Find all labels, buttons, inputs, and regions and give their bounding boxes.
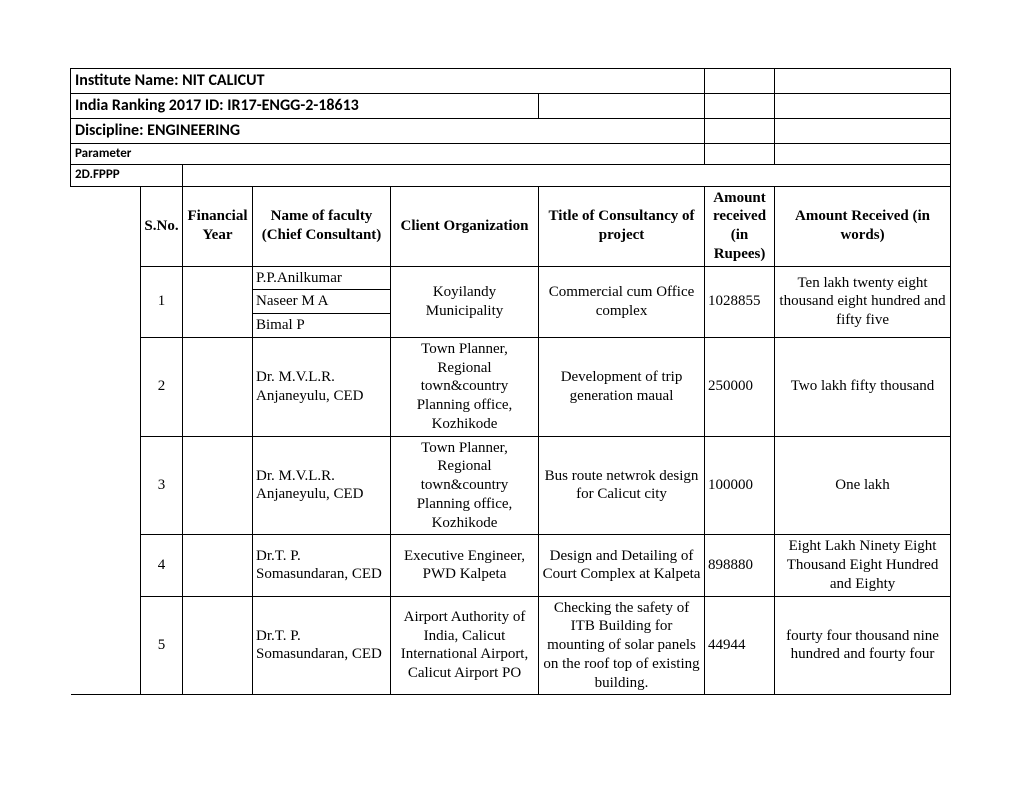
cell-parameter: Parameter — [71, 144, 705, 165]
row-4: 4 Dr.T. P. Somasundaran, CED Executive E… — [71, 535, 951, 596]
main-table: Institute Name: NIT CALICUT India Rankin… — [70, 68, 951, 695]
cell-words: fourty four thousand nine hundred and fo… — [775, 596, 951, 695]
cell-pad — [71, 596, 141, 695]
cell-client: Airport Authority of India, Calicut Inte… — [391, 596, 539, 695]
col-words: Amount Received (in words) — [775, 186, 951, 266]
cell-fy — [183, 535, 253, 596]
cell-client: Town Planner, Regional town&country Plan… — [391, 337, 539, 436]
cell-amount: 898880 — [705, 535, 775, 596]
cell-institute: Institute Name: NIT CALICUT — [71, 69, 705, 94]
cell-empty — [775, 119, 951, 144]
col-sno: S.No. — [141, 186, 183, 266]
row-fppp: 2D.FPPP — [71, 165, 951, 186]
row-parameter: Parameter — [71, 144, 951, 165]
cell-faculty: Dr. M.V.L.R. Anjaneyulu, CED — [253, 436, 391, 535]
cell-fppp: 2D.FPPP — [71, 165, 183, 186]
cell-amount: 1028855 — [705, 266, 775, 337]
cell-pad — [71, 535, 141, 596]
col-title: Title of Consultancy of project — [539, 186, 705, 266]
row-3: 3 Dr. M.V.L.R. Anjaneyulu, CED Town Plan… — [71, 436, 951, 535]
cell-pad — [71, 337, 141, 436]
cell-discipline: Discipline: ENGINEERING — [71, 119, 705, 144]
cell-amount: 44944 — [705, 596, 775, 695]
row-discipline: Discipline: ENGINEERING — [71, 119, 951, 144]
row-institute: Institute Name: NIT CALICUT — [71, 69, 951, 94]
cell-sno: 3 — [141, 436, 183, 535]
cell-fy — [183, 266, 253, 337]
cell-words: Two lakh fifty thousand — [775, 337, 951, 436]
cell-empty — [775, 69, 951, 94]
cell-empty — [775, 94, 951, 119]
cell-empty — [183, 165, 951, 186]
cell-title: Checking the safety of ITB Building for … — [539, 596, 705, 695]
row-5: 5 Dr.T. P. Somasundaran, CED Airport Aut… — [71, 596, 951, 695]
cell-title: Design and Detailing of Court Complex at… — [539, 535, 705, 596]
cell-sno: 4 — [141, 535, 183, 596]
cell-sno: 5 — [141, 596, 183, 695]
cell-fy — [183, 436, 253, 535]
cell-empty — [705, 94, 775, 119]
cell-amount: 250000 — [705, 337, 775, 436]
row-2: 2 Dr. M.V.L.R. Anjaneyulu, CED Town Plan… — [71, 337, 951, 436]
cell-title: Development of trip generation maual — [539, 337, 705, 436]
cell-sno: 2 — [141, 337, 183, 436]
row-1a: 1 P.P.Anilkumar Koyilandy Municipality C… — [71, 266, 951, 290]
cell-pad — [71, 266, 141, 337]
cell-empty — [705, 69, 775, 94]
col-amount: Amount received (in Rupees) — [705, 186, 775, 266]
row-column-headers: S.No. Financial Year Name of faculty (Ch… — [71, 186, 951, 266]
cell-pad — [71, 436, 141, 535]
cell-client: Executive Engineer, PWD Kalpeta — [391, 535, 539, 596]
cell-faculty-c: Bimal P — [253, 314, 391, 338]
cell-faculty: Dr.T. P. Somasundaran, CED — [253, 596, 391, 695]
row-ranking-id: India Ranking 2017 ID: IR17-ENGG-2-18613 — [71, 94, 951, 119]
col-faculty: Name of faculty (Chief Consultant) — [253, 186, 391, 266]
cell-faculty: Dr.T. P. Somasundaran, CED — [253, 535, 391, 596]
cell-pad — [71, 186, 141, 266]
cell-faculty: Dr. M.V.L.R. Anjaneyulu, CED — [253, 337, 391, 436]
cell-fy — [183, 337, 253, 436]
cell-faculty-b: Naseer M A — [253, 290, 391, 314]
cell-empty — [775, 144, 951, 165]
cell-empty — [705, 144, 775, 165]
cell-sno: 1 — [141, 266, 183, 337]
page: Institute Name: NIT CALICUT India Rankin… — [0, 0, 1020, 788]
cell-title: Bus route netwrok design for Calicut cit… — [539, 436, 705, 535]
cell-client: Koyilandy Municipality — [391, 266, 539, 337]
cell-words: Ten lakh twenty eight thousand eight hun… — [775, 266, 951, 337]
cell-faculty-a: P.P.Anilkumar — [253, 266, 391, 290]
col-fy: Financial Year — [183, 186, 253, 266]
cell-fy — [183, 596, 253, 695]
cell-title: Commercial cum Office complex — [539, 266, 705, 337]
cell-empty — [705, 119, 775, 144]
cell-empty — [539, 94, 705, 119]
col-client: Client Organization — [391, 186, 539, 266]
cell-amount: 100000 — [705, 436, 775, 535]
cell-words: One lakh — [775, 436, 951, 535]
cell-client: Town Planner, Regional town&country Plan… — [391, 436, 539, 535]
cell-words: Eight Lakh Ninety Eight Thousand Eight H… — [775, 535, 951, 596]
cell-ranking-id: India Ranking 2017 ID: IR17-ENGG-2-18613 — [71, 94, 539, 119]
